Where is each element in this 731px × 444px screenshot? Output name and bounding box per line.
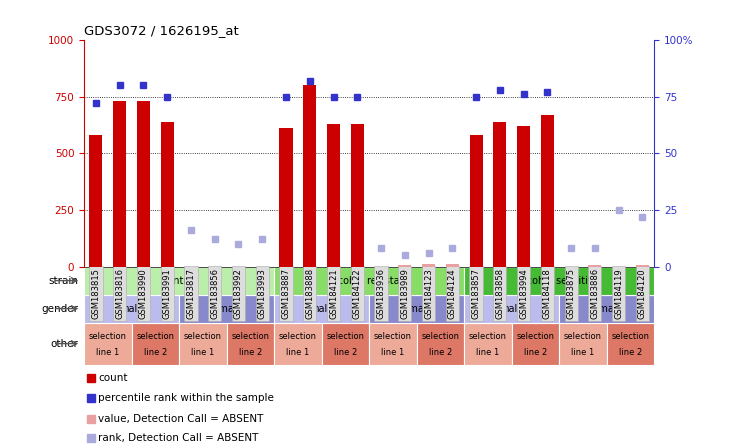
Bar — [113, 101, 126, 266]
Bar — [541, 115, 554, 266]
Text: line 1: line 1 — [192, 348, 214, 357]
Text: selection: selection — [89, 332, 126, 341]
Text: male: male — [119, 304, 144, 313]
Bar — [469, 135, 482, 266]
Bar — [464, 322, 512, 365]
Bar — [84, 322, 132, 365]
Text: rank, Detection Call = ABSENT: rank, Detection Call = ABSENT — [98, 433, 259, 443]
Bar — [446, 264, 459, 266]
Bar — [303, 85, 317, 266]
Text: value, Detection Call = ABSENT: value, Detection Call = ABSENT — [98, 413, 264, 424]
Text: line 1: line 1 — [96, 348, 119, 357]
Bar — [607, 322, 654, 365]
Bar — [179, 294, 274, 322]
Text: line 1: line 1 — [382, 348, 404, 357]
Text: gender: gender — [42, 304, 78, 313]
Text: line 2: line 2 — [619, 348, 642, 357]
Text: male: male — [309, 304, 334, 313]
Text: selection: selection — [422, 332, 459, 341]
Text: line 2: line 2 — [144, 348, 167, 357]
Text: selection: selection — [232, 332, 269, 341]
Bar — [517, 126, 530, 266]
Text: female: female — [210, 304, 243, 313]
Text: line 1: line 1 — [572, 348, 594, 357]
Text: selection: selection — [137, 332, 174, 341]
Bar — [274, 294, 369, 322]
Text: male: male — [499, 304, 524, 313]
Text: strain: strain — [48, 276, 78, 285]
Bar — [512, 322, 559, 365]
Text: GDS3072 / 1626195_at: GDS3072 / 1626195_at — [84, 24, 239, 37]
Text: selection: selection — [517, 332, 554, 341]
Text: selection: selection — [469, 332, 507, 341]
Bar — [274, 322, 322, 365]
Bar — [559, 322, 607, 365]
Text: selection: selection — [374, 332, 412, 341]
Text: line 1: line 1 — [287, 348, 309, 357]
Bar — [274, 266, 464, 294]
Text: percentile rank within the sample: percentile rank within the sample — [98, 393, 274, 403]
Text: line 2: line 2 — [524, 348, 547, 357]
Text: selection: selection — [184, 332, 221, 341]
Bar — [84, 266, 274, 294]
Text: line 2: line 2 — [334, 348, 357, 357]
Text: control: control — [162, 276, 196, 285]
Text: other: other — [50, 339, 78, 349]
Text: female: female — [400, 304, 433, 313]
Text: selection: selection — [564, 332, 602, 341]
Bar — [137, 101, 150, 266]
Text: count: count — [98, 373, 128, 383]
Bar — [417, 322, 464, 365]
Text: line 2: line 2 — [239, 348, 262, 357]
Bar — [422, 264, 435, 266]
Bar — [89, 135, 102, 266]
Bar — [493, 122, 507, 266]
Text: selection: selection — [279, 332, 317, 341]
Text: female: female — [590, 304, 624, 313]
Bar — [351, 124, 364, 266]
Bar — [322, 322, 369, 365]
Text: selection: selection — [612, 332, 649, 341]
Text: alcohol resistant: alcohol resistant — [329, 276, 409, 285]
Bar — [179, 322, 227, 365]
Bar — [132, 322, 179, 365]
Bar — [84, 294, 179, 322]
Bar — [279, 128, 292, 266]
Text: alcohol sensitive: alcohol sensitive — [518, 276, 600, 285]
Text: line 1: line 1 — [477, 348, 499, 357]
Bar — [559, 294, 654, 322]
Text: line 2: line 2 — [429, 348, 452, 357]
Bar — [369, 294, 464, 322]
Bar — [369, 322, 417, 365]
Text: selection: selection — [327, 332, 364, 341]
Bar — [327, 124, 340, 266]
Bar — [464, 266, 654, 294]
Bar — [464, 294, 559, 322]
Bar — [161, 122, 174, 266]
Bar — [227, 322, 274, 365]
